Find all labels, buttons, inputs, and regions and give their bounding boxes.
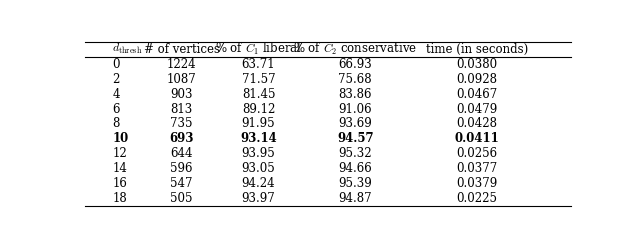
Text: 0.0377: 0.0377: [456, 162, 497, 175]
Text: 0.0225: 0.0225: [456, 192, 497, 205]
Text: 10: 10: [112, 132, 129, 145]
Text: % of $C_1$ liberal: % of $C_1$ liberal: [215, 41, 302, 57]
Text: 93.69: 93.69: [339, 117, 372, 131]
Text: 94.57: 94.57: [337, 132, 374, 145]
Text: 0.0411: 0.0411: [454, 132, 499, 145]
Text: 0.0380: 0.0380: [456, 58, 497, 71]
Text: 2: 2: [112, 73, 120, 86]
Text: 693: 693: [170, 132, 194, 145]
Text: 4: 4: [112, 88, 120, 101]
Text: 89.12: 89.12: [242, 102, 275, 115]
Text: 0.0256: 0.0256: [456, 147, 497, 160]
Text: $d_{\mathrm{thresh}}$: $d_{\mathrm{thresh}}$: [112, 42, 143, 56]
Text: 0.0928: 0.0928: [456, 73, 497, 86]
Text: 0: 0: [112, 58, 120, 71]
Text: 12: 12: [112, 147, 127, 160]
Text: 0.0379: 0.0379: [456, 177, 497, 190]
Text: 596: 596: [170, 162, 193, 175]
Text: 91.95: 91.95: [242, 117, 275, 131]
Text: 1224: 1224: [167, 58, 196, 71]
Text: 0.0428: 0.0428: [456, 117, 497, 131]
Text: 903: 903: [170, 88, 193, 101]
Text: 547: 547: [170, 177, 193, 190]
Text: 93.97: 93.97: [242, 192, 275, 205]
Text: 1087: 1087: [167, 73, 196, 86]
Text: 63.71: 63.71: [242, 58, 275, 71]
Text: % of $C_2$ conservative: % of $C_2$ conservative: [293, 41, 417, 57]
Text: 735: 735: [170, 117, 193, 131]
Text: 81.45: 81.45: [242, 88, 275, 101]
Text: 95.32: 95.32: [339, 147, 372, 160]
Text: 18: 18: [112, 192, 127, 205]
Text: 813: 813: [170, 102, 193, 115]
Text: 0.0479: 0.0479: [456, 102, 497, 115]
Text: 8: 8: [112, 117, 120, 131]
Text: 6: 6: [112, 102, 120, 115]
Text: 66.93: 66.93: [339, 58, 372, 71]
Text: 93.95: 93.95: [242, 147, 275, 160]
Text: 505: 505: [170, 192, 193, 205]
Text: 16: 16: [112, 177, 127, 190]
Text: 14: 14: [112, 162, 127, 175]
Text: 75.68: 75.68: [339, 73, 372, 86]
Text: 95.39: 95.39: [339, 177, 372, 190]
Text: 83.86: 83.86: [339, 88, 372, 101]
Text: 0.0467: 0.0467: [456, 88, 497, 101]
Text: 94.66: 94.66: [339, 162, 372, 175]
Text: 93.05: 93.05: [242, 162, 275, 175]
Text: 94.24: 94.24: [242, 177, 275, 190]
Text: 93.14: 93.14: [240, 132, 277, 145]
Text: 91.06: 91.06: [339, 102, 372, 115]
Text: # of vertices: # of vertices: [144, 43, 220, 56]
Text: time (in seconds): time (in seconds): [426, 43, 528, 56]
Text: 94.87: 94.87: [339, 192, 372, 205]
Text: 71.57: 71.57: [242, 73, 275, 86]
Text: 644: 644: [170, 147, 193, 160]
